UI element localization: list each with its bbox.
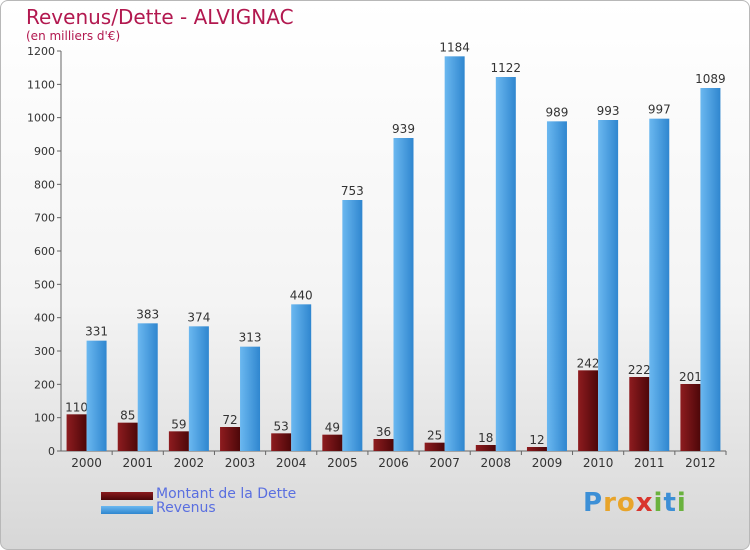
x-tick-label: 2008 bbox=[481, 456, 512, 470]
data-label-dette: 72 bbox=[222, 413, 237, 427]
y-tick-label: 0 bbox=[48, 445, 55, 458]
x-tick-label: 2011 bbox=[634, 456, 665, 470]
data-label-revenus: 993 bbox=[597, 104, 620, 118]
y-tick-label: 400 bbox=[34, 312, 55, 325]
data-label-revenus: 440 bbox=[290, 288, 313, 302]
bar-revenus bbox=[444, 56, 465, 451]
bar-dette bbox=[117, 422, 138, 451]
bar-dette bbox=[220, 427, 241, 451]
data-label-revenus: 313 bbox=[239, 331, 262, 345]
logo-letter: i bbox=[676, 488, 687, 518]
y-tick-label: 900 bbox=[34, 145, 55, 158]
logo-letter: x bbox=[635, 488, 654, 518]
bar-dette bbox=[578, 370, 599, 451]
bar-dette bbox=[322, 434, 343, 451]
data-label-revenus: 1089 bbox=[695, 72, 726, 86]
bar-dette bbox=[629, 377, 650, 451]
data-label-dette: 110 bbox=[65, 400, 88, 414]
legend-swatch-revenus bbox=[101, 506, 153, 514]
bar-dette bbox=[168, 431, 189, 451]
logo-letter: P bbox=[583, 488, 604, 518]
x-tick-label: 2000 bbox=[71, 456, 102, 470]
data-label-dette: 49 bbox=[325, 421, 340, 435]
bar-dette bbox=[526, 447, 547, 451]
bar-dette bbox=[475, 445, 496, 451]
x-tick-label: 2007 bbox=[429, 456, 460, 470]
bar-revenus bbox=[598, 120, 619, 451]
bar-revenus bbox=[137, 323, 158, 451]
x-tick-label: 2012 bbox=[685, 456, 716, 470]
legend-label-revenus: Revenus bbox=[156, 500, 216, 516]
data-label-revenus: 383 bbox=[136, 307, 159, 321]
y-tick-label: 600 bbox=[34, 245, 55, 258]
y-tick-label: 100 bbox=[34, 412, 55, 425]
bar-revenus bbox=[291, 304, 312, 451]
x-tick-label: 2010 bbox=[583, 456, 614, 470]
y-tick-label: 1000 bbox=[27, 112, 55, 125]
proxiti-logo: Proxiti bbox=[583, 488, 687, 518]
legend-label-dette: Montant de la Dette bbox=[156, 486, 297, 502]
bar-revenus bbox=[546, 121, 567, 451]
y-tick-label: 300 bbox=[34, 345, 55, 358]
data-label-dette: 36 bbox=[376, 425, 391, 439]
x-tick-label: 2005 bbox=[327, 456, 358, 470]
x-tick-label: 2003 bbox=[225, 456, 256, 470]
bar-revenus bbox=[393, 138, 414, 451]
y-tick-label: 800 bbox=[34, 178, 55, 191]
x-tick-label: 2004 bbox=[276, 456, 307, 470]
bar-revenus bbox=[240, 346, 261, 451]
data-label-revenus: 997 bbox=[648, 103, 671, 117]
data-label-dette: 53 bbox=[274, 419, 289, 433]
data-label-dette: 201 bbox=[679, 370, 702, 384]
data-label-dette: 12 bbox=[529, 433, 544, 447]
bar-dette bbox=[66, 414, 87, 451]
x-tick-label: 2002 bbox=[174, 456, 205, 470]
data-label-dette: 85 bbox=[120, 409, 135, 423]
bar-revenus bbox=[86, 340, 107, 451]
bar-dette bbox=[680, 384, 701, 451]
data-label-dette: 59 bbox=[171, 417, 186, 431]
data-label-dette: 25 bbox=[427, 429, 442, 443]
chart-subtitle: (en milliers d'€) bbox=[26, 29, 121, 43]
data-label-revenus: 1122 bbox=[491, 61, 522, 75]
x-tick-label: 2009 bbox=[532, 456, 563, 470]
logo-letter: i bbox=[653, 488, 664, 518]
data-label-revenus: 331 bbox=[85, 325, 108, 339]
logo-letter: r bbox=[603, 488, 617, 518]
y-tick-label: 700 bbox=[34, 212, 55, 225]
legend-swatch-dette bbox=[101, 492, 153, 500]
logo-letter: o bbox=[616, 488, 636, 518]
bar-revenus bbox=[649, 118, 670, 452]
bar-dette bbox=[424, 442, 445, 451]
data-label-dette: 18 bbox=[478, 431, 493, 445]
data-label-revenus: 939 bbox=[392, 122, 415, 136]
x-tick-label: 2001 bbox=[122, 456, 153, 470]
data-label-revenus: 989 bbox=[546, 105, 569, 119]
x-tick-label: 2006 bbox=[378, 456, 409, 470]
data-label-revenus: 753 bbox=[341, 184, 364, 198]
y-tick-label: 200 bbox=[34, 378, 55, 391]
data-label-dette: 242 bbox=[577, 356, 600, 370]
data-label-revenus: 374 bbox=[187, 310, 210, 324]
y-tick-label: 1200 bbox=[27, 45, 55, 58]
data-label-dette: 222 bbox=[628, 363, 651, 377]
y-tick-label: 1100 bbox=[27, 78, 55, 91]
logo-letter: t bbox=[663, 488, 677, 518]
bar-dette bbox=[373, 439, 394, 451]
bar-revenus bbox=[188, 326, 209, 451]
data-label-revenus: 1184 bbox=[439, 40, 470, 54]
bar-dette bbox=[271, 433, 292, 451]
y-tick-label: 500 bbox=[34, 278, 55, 291]
bar-revenus bbox=[495, 77, 516, 451]
bar-revenus bbox=[342, 200, 363, 451]
bar-revenus bbox=[700, 88, 721, 451]
chart-title: Revenus/Dette - ALVIGNAC bbox=[26, 5, 294, 29]
